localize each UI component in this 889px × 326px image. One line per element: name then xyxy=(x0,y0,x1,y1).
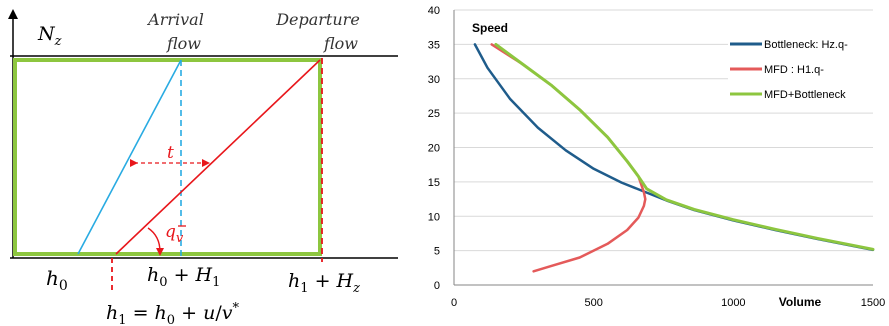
y-axis-label: Nz xyxy=(37,23,62,49)
x-tick-label: 1000 xyxy=(721,297,745,309)
x-axis-label: Volume xyxy=(779,295,822,309)
chart-title: Speed xyxy=(472,21,508,35)
h0-plus-h1-label: h0 + H1 xyxy=(147,264,220,290)
legend-label: Bottleneck: Hz.q- xyxy=(764,39,848,51)
series-lines xyxy=(473,42,875,273)
speed-volume-chart: 0 5 10 15 20 25 30 35 40 0 500 1000 1500 Speed Volu… xyxy=(428,5,885,309)
departure-curve xyxy=(115,59,321,255)
y-tick-label: 30 xyxy=(428,74,440,86)
departure-label-1: Departure xyxy=(275,10,360,29)
x-tick-label: 0 xyxy=(451,297,457,309)
y-tick-label: 25 xyxy=(428,108,440,120)
y-tick-label: 5 xyxy=(434,246,440,258)
legend: Bottleneck: Hz.q- MFD : H1.q- MFD+Bottlene… xyxy=(728,33,878,105)
cumulative-diagram: t qv Nz Arrival flow Departure flow h0 h… xyxy=(8,9,398,326)
y-tick-label: 20 xyxy=(428,143,440,155)
q-label: qv xyxy=(165,222,184,246)
t-label: t xyxy=(167,143,174,163)
arrival-curve xyxy=(77,59,182,255)
h0-label: h0 xyxy=(46,266,68,294)
arrival-label-1: Arrival xyxy=(146,10,204,29)
h1-equation-label: h1 = h0 + u/v* xyxy=(106,301,239,326)
x-tick-label: 1500 xyxy=(861,297,885,309)
y-tick-label: 15 xyxy=(428,177,440,189)
h1-plus-hz-label: h1 + Hz xyxy=(288,270,360,296)
series-line xyxy=(494,42,875,251)
slope-arc xyxy=(147,227,164,256)
legend-label: MFD : H1.q- xyxy=(764,64,824,76)
y-tick-label: 40 xyxy=(428,5,440,17)
y-tick-label: 0 xyxy=(434,280,440,292)
y-tick-labels: 0 5 10 15 20 25 30 35 40 xyxy=(428,5,440,292)
arrival-label-2: flow xyxy=(166,34,201,53)
y-tick-label: 35 xyxy=(428,39,440,51)
capacity-box xyxy=(13,58,322,256)
legend-label: MFD+Bottleneck xyxy=(764,89,846,101)
departure-label-2: flow xyxy=(323,34,358,53)
y-tick-label: 10 xyxy=(428,211,440,223)
x-tick-labels: 0 500 1000 1500 xyxy=(451,297,885,309)
x-tick-label: 500 xyxy=(584,297,602,309)
